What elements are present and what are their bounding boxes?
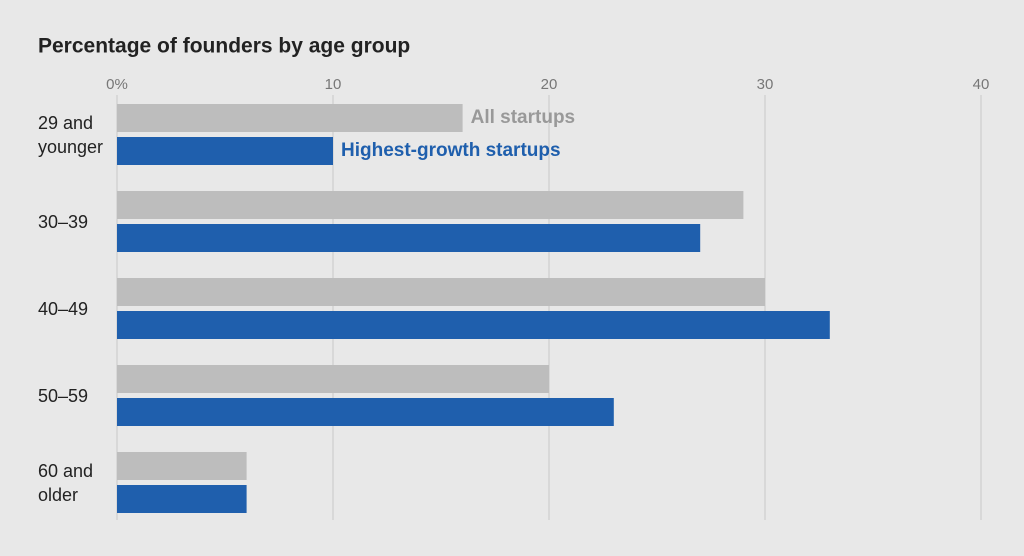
bar xyxy=(117,452,247,480)
x-tick-label: 10 xyxy=(325,76,342,93)
legend-label: Highest-growth startups xyxy=(341,140,561,161)
bar xyxy=(117,278,765,306)
bar xyxy=(117,104,463,132)
bar xyxy=(117,398,614,426)
legend-label: All startups xyxy=(471,107,576,128)
bar xyxy=(117,191,744,219)
x-tick-label: 40 xyxy=(973,76,990,93)
y-tick-label: 50–59 xyxy=(38,385,89,406)
chart-title: Percentage of founders by age group xyxy=(38,35,410,58)
x-tick-label: 20 xyxy=(541,76,558,93)
y-tick-label: 60 and older xyxy=(38,460,94,505)
bar xyxy=(117,137,333,165)
y-tick-label: 30–39 xyxy=(38,211,89,232)
x-tick-label: 0% xyxy=(106,76,128,93)
bar xyxy=(117,224,701,252)
bar xyxy=(117,311,830,339)
x-tick-label: 30 xyxy=(757,76,774,93)
bar xyxy=(117,365,549,393)
bar xyxy=(117,485,247,513)
y-tick-label: 40–49 xyxy=(38,298,89,319)
y-tick-label: 29 and younger xyxy=(38,112,104,157)
